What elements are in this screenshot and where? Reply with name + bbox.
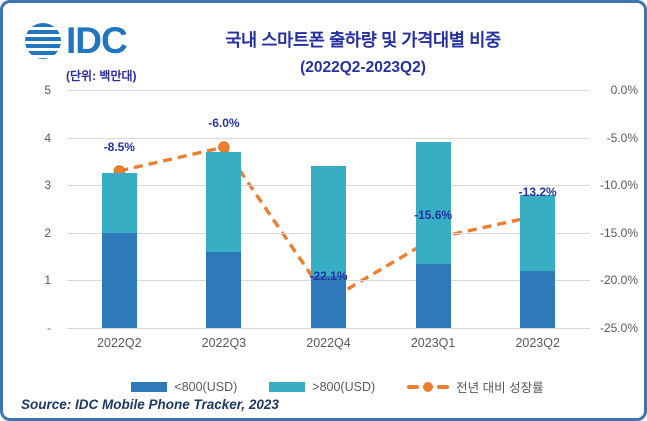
bar-segment-under800 <box>415 263 451 328</box>
x-axis-label: 2023Q1 <box>410 336 456 350</box>
bar-segment-over800 <box>415 142 451 264</box>
source-note: Source: IDC Mobile Phone Tracker, 2023 <box>21 397 279 412</box>
growth-data-label: -15.6% <box>414 207 453 222</box>
idc-logo-text: IDC <box>66 20 128 61</box>
legend-line-swatch <box>407 381 450 392</box>
right-axis-tick: -20.0% <box>599 273 638 288</box>
growth-data-label: -8.5% <box>103 139 135 154</box>
bar-segment-over800 <box>206 151 242 252</box>
growth-data-label: -22.1% <box>309 269 348 284</box>
bar-segment-under800 <box>101 232 137 328</box>
legend-item: 전년 대비 성장률 <box>407 377 544 396</box>
legend-line-dash <box>407 384 420 389</box>
legend-label: >800(USD) <box>312 379 376 394</box>
left-axis-tick: 5 <box>44 83 51 97</box>
unit-label: (단위: 백만대) <box>66 69 137 83</box>
right-axis-tick: -15.0% <box>599 225 638 240</box>
right-axis-tick: -5.0% <box>606 130 638 145</box>
legend-label: 전년 대비 성장률 <box>456 381 544 395</box>
left-axis-tick: 2 <box>44 225 51 240</box>
gridline <box>67 90 590 91</box>
idc-globe-icon <box>25 23 61 59</box>
x-axis-label: 2022Q2 <box>97 336 142 350</box>
gridline <box>67 137 590 139</box>
idc-logo: IDC <box>25 20 128 61</box>
right-axis-tick: 0.0% <box>610 83 638 97</box>
left-axis-tick: 3 <box>44 178 51 193</box>
bar-segment-over800 <box>520 194 556 271</box>
legend-bar-swatch <box>131 381 168 392</box>
x-axis-label: 2023Q2 <box>515 336 560 350</box>
title-block: 국내 스마트폰 출하량 및 가격대별 비중 (2022Q2-2023Q2) <box>153 27 573 77</box>
gridline <box>67 328 590 329</box>
x-axis-label: 2022Q4 <box>306 336 351 350</box>
left-axis-tick: 1 <box>44 273 51 288</box>
right-axis-tick: -10.0% <box>599 178 638 193</box>
chart-subtitle: (2022Q2-2023Q2) <box>300 59 426 76</box>
legend-bar-swatch <box>269 381 306 392</box>
bar-segment-over800 <box>101 173 137 233</box>
x-axis-label: 2022Q3 <box>201 336 247 350</box>
right-axis-tick: -25.0% <box>599 321 638 335</box>
growth-line-marker <box>218 141 230 153</box>
legend-item: >800(USD) <box>269 377 375 396</box>
legend-label: <800(USD) <box>174 379 238 394</box>
left-axis-tick: - <box>47 321 51 335</box>
bar-segment-over800 <box>311 166 346 276</box>
bar-segment-under800 <box>311 275 346 328</box>
legend-line-dot <box>423 381 434 392</box>
growth-data-label: -13.2% <box>518 184 557 199</box>
bar-segment-under800 <box>520 270 556 328</box>
chart-title: 국내 스마트폰 출하량 및 가격대별 비중 <box>225 30 501 50</box>
bar-segment-under800 <box>206 251 242 328</box>
legend: <800(USD) >800(USD) 전년 대비 성장률 <box>17 377 644 396</box>
legend-line-dash <box>437 384 450 389</box>
legend-item: <800(USD) <box>131 377 237 396</box>
left-axis-tick: 4 <box>44 130 51 145</box>
growth-data-label: -6.0% <box>208 116 240 131</box>
